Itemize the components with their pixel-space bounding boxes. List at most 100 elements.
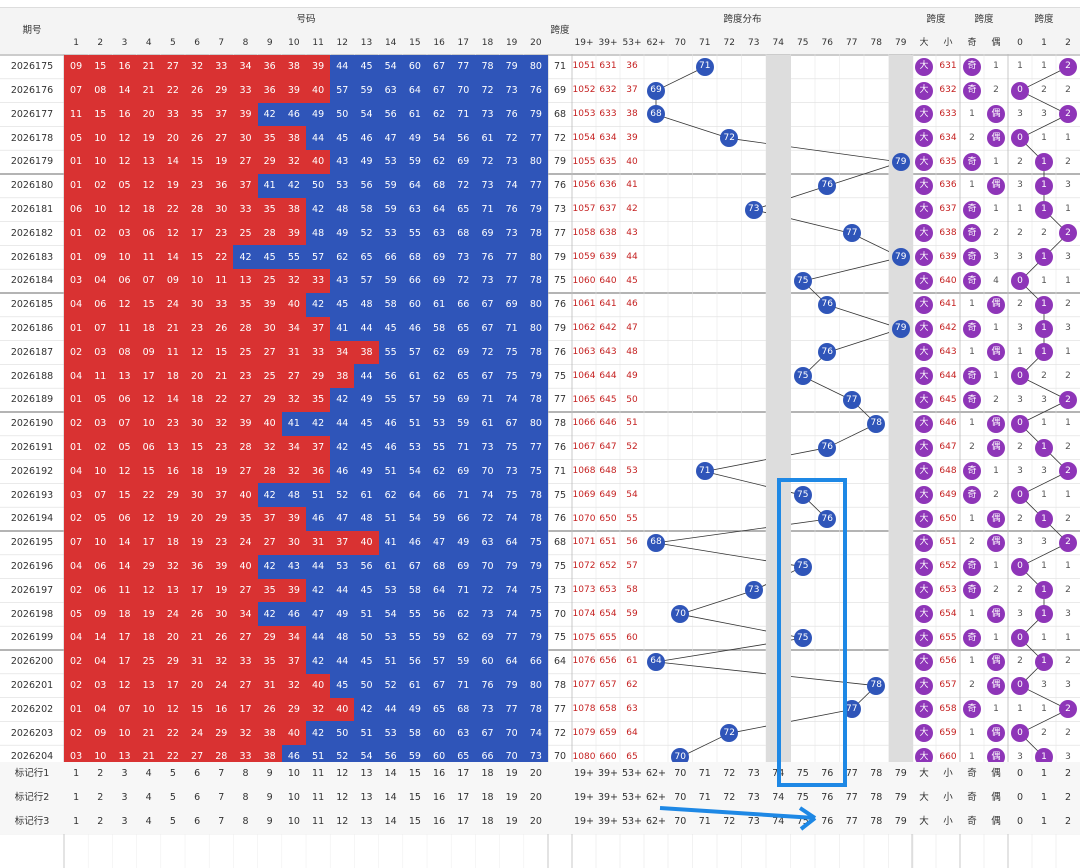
- footer-dist-col[interactable]: 79: [888, 810, 913, 834]
- footer-dist-col[interactable]: 39+: [596, 810, 620, 834]
- footer-mod-col[interactable]: 0: [1008, 786, 1032, 810]
- footer-number-col[interactable]: 7: [209, 762, 234, 786]
- footer-number-col[interactable]: 5: [160, 786, 185, 810]
- footer-oe-col[interactable]: 偶: [984, 810, 1008, 834]
- footer-number-col[interactable]: 6: [185, 810, 210, 834]
- footer-dist-col[interactable]: 75: [790, 786, 815, 810]
- footer-number-col[interactable]: 18: [475, 786, 500, 810]
- footer-number-col[interactable]: 10: [281, 786, 306, 810]
- footer-number-col[interactable]: 13: [354, 762, 379, 786]
- footer-dist-col[interactable]: 77: [839, 762, 864, 786]
- footer-number-col[interactable]: 15: [402, 762, 427, 786]
- footer-mod-col[interactable]: 2: [1056, 786, 1080, 810]
- footer-dist-col[interactable]: 77: [839, 786, 864, 810]
- footer-number-col[interactable]: 12: [330, 762, 355, 786]
- footer-number-col[interactable]: 11: [306, 810, 331, 834]
- footer-dist-col[interactable]: 72: [717, 786, 742, 810]
- footer-row-label[interactable]: 标记行2: [0, 786, 64, 810]
- footer-dist-col[interactable]: 19+: [572, 762, 596, 786]
- footer-mod-col[interactable]: 2: [1056, 810, 1080, 834]
- footer-oe-col[interactable]: 奇: [960, 786, 984, 810]
- footer-dist-col[interactable]: 70: [668, 762, 693, 786]
- footer-number-col[interactable]: 17: [451, 810, 476, 834]
- footer-mod-col[interactable]: 2: [1056, 762, 1080, 786]
- footer-number-col[interactable]: 4: [136, 762, 161, 786]
- footer-number-col[interactable]: 9: [257, 786, 282, 810]
- footer-number-col[interactable]: 15: [402, 786, 427, 810]
- footer-number-col[interactable]: 10: [281, 810, 306, 834]
- footer-dist-col[interactable]: 76: [815, 810, 840, 834]
- footer-number-col[interactable]: 8: [233, 810, 258, 834]
- footer-number-col[interactable]: 16: [427, 810, 452, 834]
- footer-number-col[interactable]: 2: [88, 810, 113, 834]
- footer-oe-col[interactable]: 奇: [960, 810, 984, 834]
- footer-number-col[interactable]: 4: [136, 810, 161, 834]
- footer-dist-col[interactable]: 71: [692, 810, 717, 834]
- footer-number-col[interactable]: 10: [281, 762, 306, 786]
- footer-row-label[interactable]: 标记行3: [0, 810, 64, 834]
- footer-number-col[interactable]: 14: [378, 810, 403, 834]
- footer-number-col[interactable]: 7: [209, 810, 234, 834]
- footer-dist-col[interactable]: 78: [864, 786, 889, 810]
- footer-dist-col[interactable]: 76: [815, 762, 840, 786]
- footer-dist-col[interactable]: 71: [692, 762, 717, 786]
- footer-number-col[interactable]: 1: [64, 810, 89, 834]
- footer-bs-col[interactable]: 大: [912, 810, 936, 834]
- footer-dist-col[interactable]: 78: [864, 762, 889, 786]
- footer-number-col[interactable]: 6: [185, 762, 210, 786]
- footer-number-col[interactable]: 9: [257, 810, 282, 834]
- footer-number-col[interactable]: 19: [499, 762, 524, 786]
- footer-number-col[interactable]: 20: [523, 810, 548, 834]
- footer-dist-col[interactable]: 39+: [596, 786, 620, 810]
- footer-number-col[interactable]: 11: [306, 762, 331, 786]
- footer-bs-col[interactable]: 小: [936, 810, 960, 834]
- footer-dist-col[interactable]: 79: [888, 762, 913, 786]
- footer-dist-col[interactable]: 53+: [620, 810, 644, 834]
- footer-number-col[interactable]: 14: [378, 762, 403, 786]
- footer-number-col[interactable]: 13: [354, 810, 379, 834]
- footer-dist-col[interactable]: 74: [766, 786, 791, 810]
- footer-number-col[interactable]: 8: [233, 786, 258, 810]
- footer-bs-col[interactable]: 小: [936, 762, 960, 786]
- footer-number-col[interactable]: 18: [475, 810, 500, 834]
- footer-number-col[interactable]: 1: [64, 762, 89, 786]
- footer-number-col[interactable]: 3: [112, 786, 137, 810]
- footer-span-col[interactable]: [548, 786, 572, 810]
- footer-number-col[interactable]: 5: [160, 810, 185, 834]
- footer-oe-col[interactable]: 偶: [984, 786, 1008, 810]
- footer-number-col[interactable]: 7: [209, 786, 234, 810]
- footer-dist-col[interactable]: 74: [766, 762, 791, 786]
- footer-dist-col[interactable]: 77: [839, 810, 864, 834]
- footer-mod-col[interactable]: 1: [1032, 786, 1056, 810]
- footer-dist-col[interactable]: 62+: [644, 762, 668, 786]
- footer-dist-col[interactable]: 62+: [644, 786, 668, 810]
- footer-span-col[interactable]: [548, 810, 572, 834]
- footer-dist-col[interactable]: 62+: [644, 810, 668, 834]
- footer-number-col[interactable]: 4: [136, 786, 161, 810]
- footer-number-col[interactable]: 11: [306, 786, 331, 810]
- footer-number-col[interactable]: 3: [112, 762, 137, 786]
- footer-number-col[interactable]: 18: [475, 762, 500, 786]
- footer-dist-col[interactable]: 79: [888, 786, 913, 810]
- footer-dist-col[interactable]: 73: [741, 762, 766, 786]
- footer-dist-col[interactable]: 19+: [572, 786, 596, 810]
- footer-dist-col[interactable]: 78: [864, 810, 889, 834]
- footer-mod-col[interactable]: 1: [1032, 810, 1056, 834]
- footer-dist-col[interactable]: 74: [766, 810, 791, 834]
- footer-number-col[interactable]: 20: [523, 786, 548, 810]
- footer-dist-col[interactable]: 39+: [596, 762, 620, 786]
- footer-span-col[interactable]: [548, 762, 572, 786]
- footer-number-col[interactable]: 12: [330, 810, 355, 834]
- footer-number-col[interactable]: 2: [88, 762, 113, 786]
- footer-dist-col[interactable]: 71: [692, 786, 717, 810]
- footer-bs-col[interactable]: 大: [912, 786, 936, 810]
- footer-oe-col[interactable]: 偶: [984, 762, 1008, 786]
- footer-number-col[interactable]: 19: [499, 810, 524, 834]
- footer-number-col[interactable]: 5: [160, 762, 185, 786]
- footer-dist-col[interactable]: 70: [668, 786, 693, 810]
- footer-mod-col[interactable]: 0: [1008, 810, 1032, 834]
- footer-dist-col[interactable]: 72: [717, 810, 742, 834]
- footer-number-col[interactable]: 16: [427, 786, 452, 810]
- footer-bs-col[interactable]: 大: [912, 762, 936, 786]
- footer-number-col[interactable]: 17: [451, 786, 476, 810]
